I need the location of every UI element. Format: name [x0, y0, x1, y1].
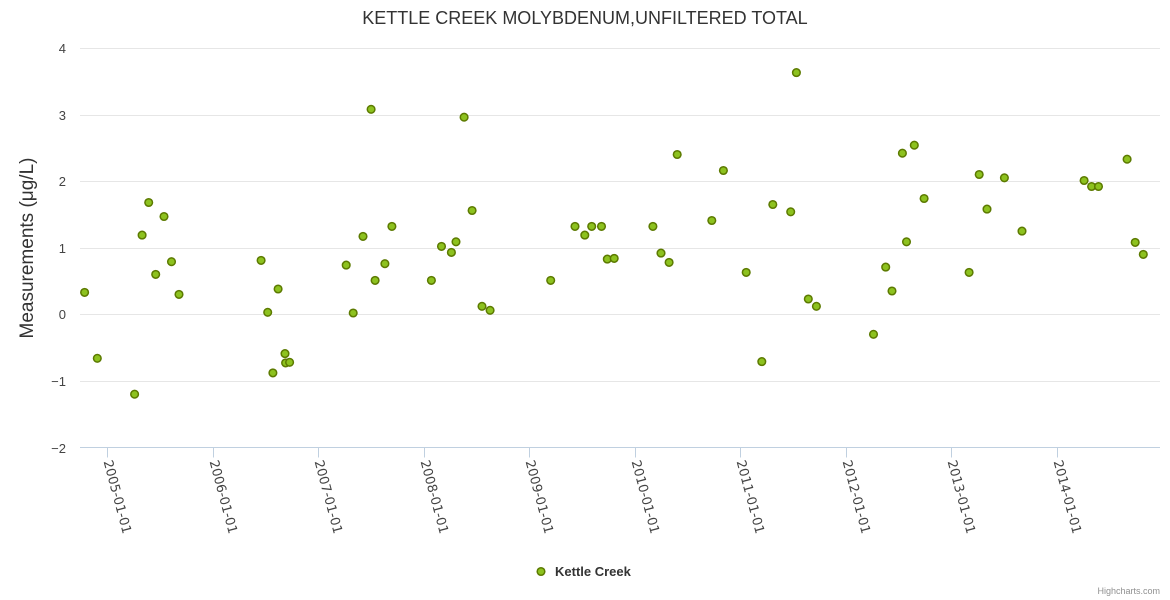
legend-item-kettle-creek[interactable]: Kettle Creek	[555, 564, 632, 579]
data-point[interactable]	[166, 257, 177, 267]
data-point[interactable]	[707, 215, 717, 226]
data-point[interactable]	[280, 349, 290, 359]
data-point[interactable]	[366, 104, 376, 114]
data-point[interactable]	[273, 284, 283, 294]
legend-marker-icon	[536, 566, 546, 577]
data-point[interactable]	[137, 230, 147, 240]
data-point[interactable]	[341, 260, 351, 270]
data-point[interactable]	[451, 237, 461, 247]
chart-title: KETTLE CREEK MOLYBDENUM,UNFILTERED TOTAL	[362, 8, 807, 28]
data-point[interactable]	[1093, 181, 1104, 192]
data-point[interactable]	[656, 248, 666, 258]
data-point[interactable]	[897, 148, 907, 158]
data-point[interactable]	[609, 253, 619, 263]
data-point[interactable]	[718, 165, 728, 176]
data-point[interactable]	[80, 287, 90, 297]
data-point[interactable]	[459, 112, 469, 122]
data-point[interactable]	[791, 68, 801, 78]
data-point[interactable]	[919, 193, 929, 204]
data-point[interactable]	[974, 169, 984, 180]
data-point[interactable]	[587, 221, 597, 231]
data-point[interactable]	[1079, 175, 1089, 186]
data-point[interactable]	[380, 259, 390, 269]
data-point[interactable]	[901, 237, 912, 247]
data-point[interactable]	[811, 301, 821, 311]
data-point[interactable]	[263, 307, 273, 317]
data-point[interactable]	[348, 308, 358, 318]
data-point[interactable]	[1138, 249, 1148, 259]
data-point[interactable]	[664, 257, 674, 267]
data-point[interactable]	[256, 255, 266, 265]
data-point[interactable]	[370, 275, 380, 285]
y-tick-label: 2	[59, 174, 66, 189]
data-point[interactable]	[1122, 154, 1132, 164]
legend[interactable]: Kettle Creek	[536, 564, 632, 579]
data-point[interactable]	[596, 221, 607, 231]
data-point[interactable]	[757, 357, 767, 367]
data-point[interactable]	[580, 230, 590, 240]
data-point[interactable]	[999, 173, 1009, 183]
data-point[interactable]	[964, 267, 974, 277]
data-point[interactable]	[477, 301, 487, 311]
y-tick-label: 4	[59, 41, 66, 56]
data-point[interactable]	[174, 289, 184, 299]
y-tick-label: 3	[59, 108, 66, 123]
data-point[interactable]	[467, 205, 477, 216]
data-point[interactable]	[887, 286, 897, 296]
data-point[interactable]	[648, 221, 658, 231]
data-point[interactable]	[130, 389, 140, 399]
data-point[interactable]	[151, 269, 161, 279]
data-point[interactable]	[144, 197, 154, 208]
grid-lines	[80, 48, 1160, 382]
data-point[interactable]	[159, 211, 169, 222]
data-point[interactable]	[446, 247, 456, 257]
data-point[interactable]	[982, 204, 992, 214]
data-point[interactable]	[387, 221, 397, 231]
y-tick-label: 0	[59, 307, 66, 322]
credits-link[interactable]: Highcharts.com	[1097, 586, 1160, 596]
data-point[interactable]	[768, 199, 778, 210]
y-tick-label: 1	[59, 241, 66, 256]
data-point[interactable]	[485, 305, 495, 315]
data-point[interactable]	[672, 149, 682, 160]
data-point[interactable]	[570, 221, 580, 231]
data-point[interactable]	[803, 294, 813, 304]
data-point[interactable]	[881, 262, 891, 272]
y-axis-label: Measurements (μg/L)	[17, 158, 38, 339]
data-point[interactable]	[786, 207, 796, 217]
data-point[interactable]	[868, 329, 879, 339]
data-point[interactable]	[1017, 226, 1027, 236]
data-point[interactable]	[1130, 237, 1140, 247]
y-axis-tick-labels: −2 −1 0 1 2 3 4	[51, 41, 66, 456]
data-point[interactable]	[268, 368, 278, 378]
data-point[interactable]	[92, 353, 102, 363]
data-points	[80, 68, 1148, 399]
y-tick-label: −1	[51, 374, 66, 389]
data-point[interactable]	[436, 241, 447, 251]
y-tick-label: −2	[51, 441, 66, 456]
data-point[interactable]	[285, 357, 295, 367]
data-point[interactable]	[358, 231, 368, 241]
data-point[interactable]	[426, 275, 436, 285]
data-point[interactable]	[546, 275, 556, 285]
data-point[interactable]	[909, 140, 919, 150]
data-point[interactable]	[741, 267, 751, 277]
